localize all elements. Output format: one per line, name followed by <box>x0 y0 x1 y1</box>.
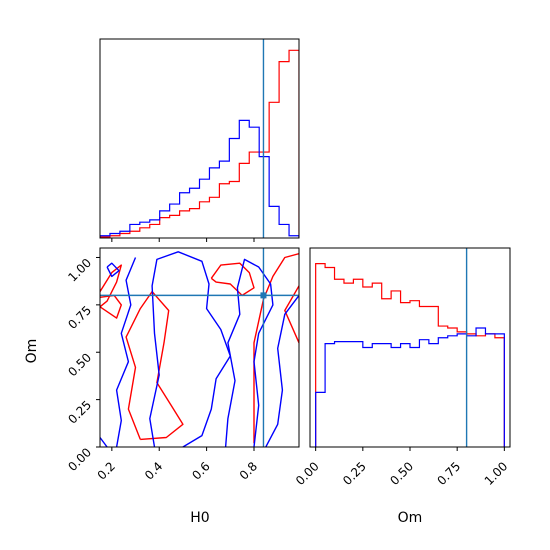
h0-histogram-series-1 <box>100 49 299 238</box>
x-axis-label-om: Om <box>398 510 423 526</box>
h0-histogram-plot-area <box>100 39 299 238</box>
contour-line-10 <box>100 437 108 447</box>
h0-histogram-panel <box>99 38 300 242</box>
contour-panel-frame <box>99 247 300 448</box>
contour-line-5 <box>284 285 299 344</box>
contour-plot-area <box>100 248 299 447</box>
h0-histogram-series-2 <box>100 119 299 238</box>
h0-histogram-frame <box>99 38 300 239</box>
contour-line-1 <box>125 290 184 441</box>
contour-line-12 <box>265 294 299 447</box>
contour-line-8 <box>115 257 137 447</box>
om-histogram-plot-area <box>315 248 505 447</box>
contour-line-6 <box>210 262 255 297</box>
om-histogram-panel: 0.00 0.25 0.50 0.75 1.00 <box>293 247 511 488</box>
y-axis-label-om: Om <box>24 339 40 364</box>
contour-line-7 <box>149 251 232 447</box>
x-axis-label-h0: H0 <box>190 510 209 526</box>
contour-line-2 <box>100 264 123 308</box>
contour-line-11 <box>224 258 274 447</box>
truth-marker <box>260 292 267 299</box>
om-histogram-series-2 <box>315 327 505 447</box>
contour-line-9 <box>106 262 120 278</box>
